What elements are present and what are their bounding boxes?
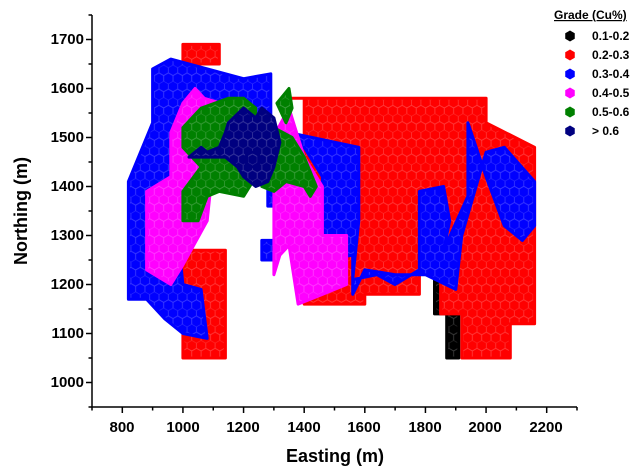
- y-tick-label: 1300: [51, 227, 84, 244]
- x-tick-labels: 800 1000 1200 1400 1600 1800 2000 2200: [109, 419, 562, 436]
- plot-area: [126, 42, 537, 360]
- y-axis-label: Northing (m): [11, 157, 31, 265]
- x-tick-label: 1000: [166, 419, 199, 436]
- legend-item-2: 0.3-0.4: [565, 67, 630, 81]
- x-tick-label: 800: [109, 419, 134, 436]
- x-tick-label: 2000: [468, 419, 501, 436]
- y-tick-label: 1400: [51, 178, 84, 195]
- grade-region: [245, 150, 261, 169]
- y-tick-labels: 1000 1100 1200 1300 1400 1500 1600 1700: [51, 31, 84, 391]
- y-tick-label: 1200: [51, 276, 84, 293]
- legend-marker: [565, 106, 575, 118]
- legend-item-5: > 0.6: [565, 124, 619, 138]
- legend-item-1: 0.2-0.3: [565, 48, 630, 62]
- x-tick-label: 2200: [529, 419, 562, 436]
- x-tick-label: 1200: [226, 419, 259, 436]
- legend-label: 0.5-0.6: [592, 105, 630, 119]
- legend-marker: [565, 30, 575, 42]
- legend-label: 0.4-0.5: [592, 86, 630, 100]
- legend-label: 0.1-0.2: [592, 29, 630, 43]
- x-tick-label: 1400: [287, 419, 320, 436]
- legend-marker: [565, 68, 575, 80]
- axis-ticks: [86, 14, 578, 413]
- y-tick-label: 1600: [51, 80, 84, 97]
- legend-marker: [565, 49, 575, 61]
- grade-region: [275, 87, 294, 125]
- x-tick-label: 1800: [408, 419, 441, 436]
- legend-marker: [565, 125, 575, 137]
- legend-item-4: 0.5-0.6: [565, 105, 630, 119]
- grade-region: [181, 42, 221, 66]
- y-tick-label: 1500: [51, 129, 84, 146]
- legend-label: 0.3-0.4: [592, 67, 630, 81]
- legend-item-0: 0.1-0.2: [565, 29, 630, 43]
- legend-item-3: 0.4-0.5: [565, 86, 630, 100]
- x-tick-label: 1600: [347, 419, 380, 436]
- legend-label: 0.2-0.3: [592, 48, 630, 62]
- y-tick-label: 1000: [51, 374, 84, 391]
- legend-title: Grade (Cu%): [554, 8, 627, 22]
- legend: Grade (Cu%) 0.1-0.2 0.2-0.3 0.3-0.4 0.4-…: [554, 8, 630, 138]
- legend-marker: [565, 87, 575, 99]
- y-tick-label: 1700: [51, 31, 84, 48]
- grade-region: [287, 121, 537, 296]
- x-axis-label: Easting (m): [286, 446, 384, 466]
- legend-label: > 0.6: [592, 124, 619, 138]
- y-tick-label: 1100: [51, 325, 84, 342]
